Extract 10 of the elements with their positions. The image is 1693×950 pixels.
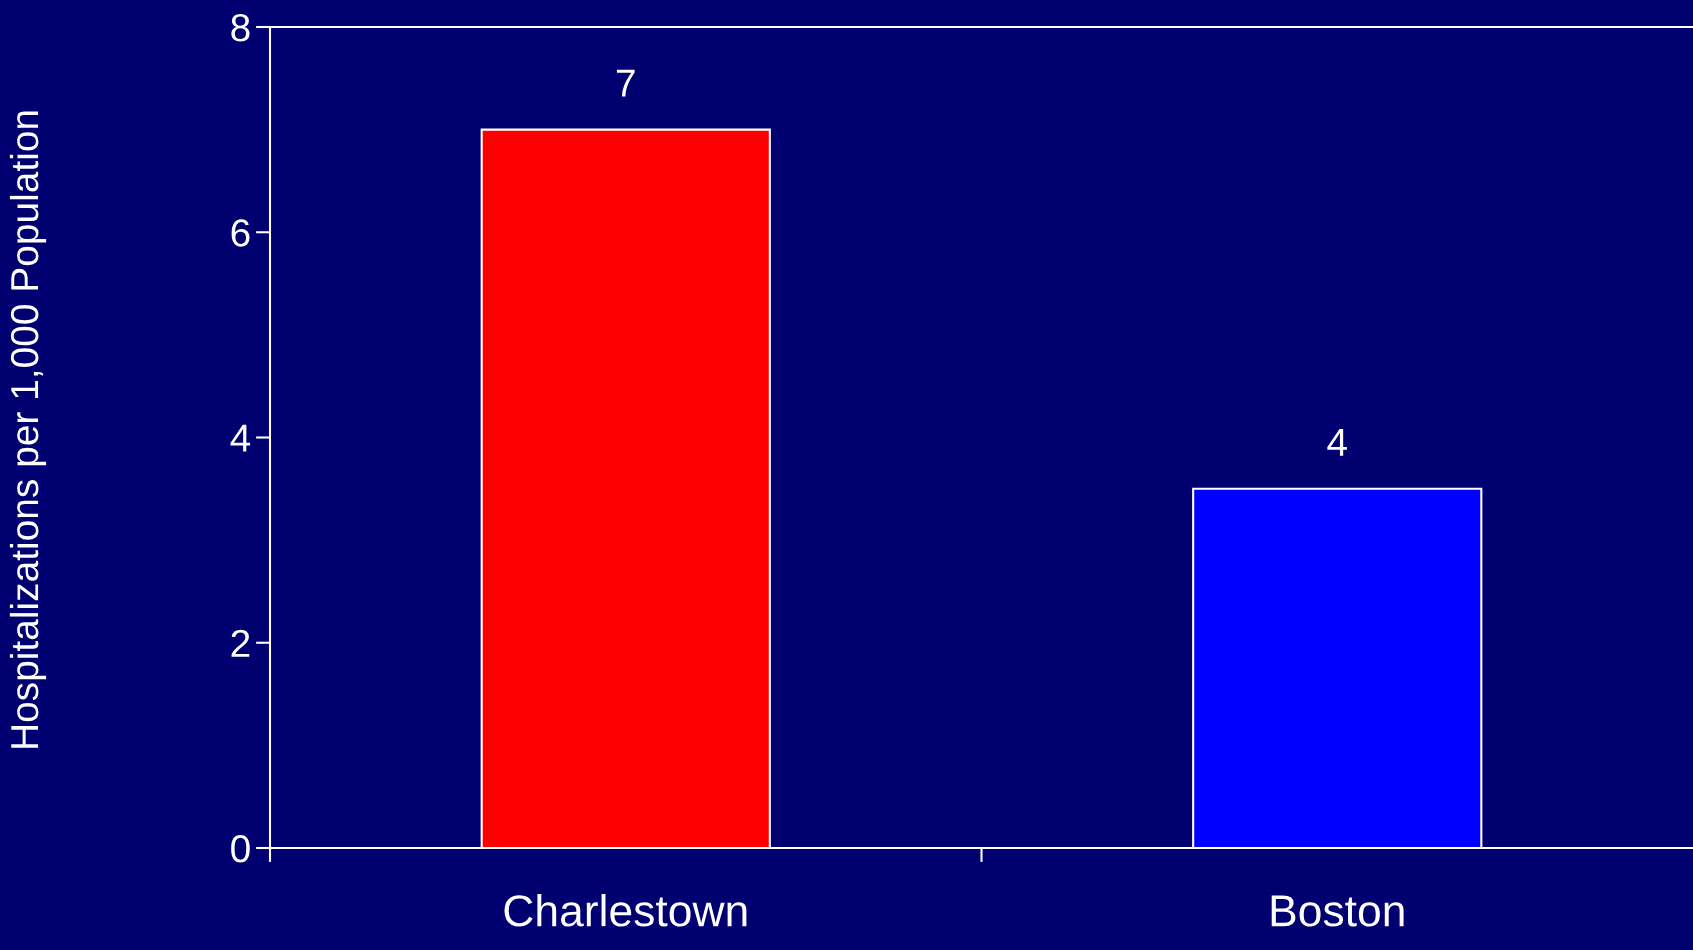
data-label: 4	[1327, 428, 1347, 456]
y-tick-label: 8	[231, 13, 250, 42]
y-axis-title: Hospitalizations per 1,000 Population	[9, 111, 47, 748]
y-tick-label: 2	[231, 629, 250, 657]
data-label: 7	[616, 69, 635, 97]
y-tick-label: 4	[230, 424, 251, 452]
x-tick-label: Charlestown	[504, 893, 747, 927]
x-tick-label: Boston	[1271, 895, 1404, 927]
y-tick-label: 6	[231, 219, 250, 247]
y-tick-label: 0	[231, 834, 250, 863]
